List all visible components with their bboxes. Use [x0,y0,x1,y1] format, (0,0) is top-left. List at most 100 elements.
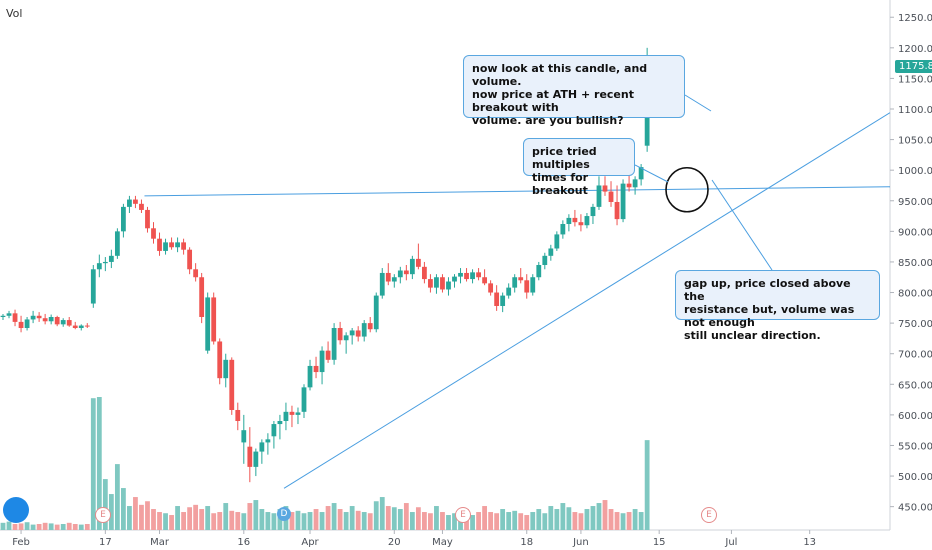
callout-pointer [634,164,669,183]
y-tick-label: 900.00 [898,227,932,238]
candle-body [331,328,337,360]
candle-body [482,277,487,284]
volume-bar [379,497,385,530]
candle-body [66,320,72,326]
volume-bar [223,503,229,530]
volume-bar [253,500,259,530]
volume-bar [620,513,626,530]
volume-bar [578,513,584,530]
y-tick-label: 600.00 [898,411,932,422]
candle-body [385,272,391,282]
y-tick-label: 850.00 [898,258,932,269]
candle-body [108,255,114,262]
earnings-marker-icon[interactable]: E [95,507,111,523]
volume-bar [187,507,193,530]
volume-bar [108,494,114,530]
candle-body [78,325,84,329]
candle-body [506,287,512,296]
volume-bar [24,522,30,530]
x-tick-label: May [432,537,453,548]
y-tick-label: 950.00 [898,197,932,208]
y-tick-label: 450.00 [898,503,932,514]
candle-body [271,424,277,437]
volume-bar [151,509,156,530]
candle-body [620,183,626,220]
x-tick-label: 16 [237,537,250,548]
y-tick-label: 1250.00 [898,13,932,24]
candle-body [355,330,361,337]
x-tick-label: 20 [388,537,401,548]
candle-body [536,265,542,278]
candle-body [187,249,193,270]
candle-body [452,276,457,282]
volume-bar [500,509,506,530]
volume-bar [373,501,379,530]
volume-bar [42,522,48,530]
candle-body [313,365,319,373]
candle-body [530,277,536,293]
volume-bar [241,513,247,530]
volume-bar [632,509,638,530]
candle-body [554,234,560,249]
volume-bar [319,512,325,530]
callout-breakout-candle: now look at this candle, and volume. now… [463,55,685,127]
volume-bar [259,509,265,530]
candle-body [397,270,403,278]
volume-bar [626,512,632,530]
volume-bar [397,509,403,530]
candle-body [458,272,463,277]
volume-bar [78,524,84,530]
volume-bar [48,523,54,530]
candle-body [241,430,247,443]
candle-body [367,323,373,330]
candle-body [211,297,217,342]
dividend-marker-icon[interactable]: D [277,507,291,521]
y-tick-label: 650.00 [898,380,932,391]
candle-body [60,320,66,325]
volume-bar [470,515,475,530]
volume-bar [638,512,644,530]
y-tick-label: 1000.00 [898,166,932,177]
candle-body [566,217,572,225]
candle-body [325,350,331,360]
volume-bar [60,524,66,530]
y-tick-label: 1200.00 [898,44,932,55]
candle-body [217,341,223,379]
last-price-tag: 1175.80 [895,60,932,73]
volume-bar [494,513,500,530]
volume-bar [566,507,572,530]
candle-body [247,446,253,467]
candle-body [295,412,301,415]
candle-body [373,295,379,330]
volume-bar [331,503,337,530]
candle-body [72,325,78,329]
volume-bar [355,510,361,530]
earnings-marker-icon[interactable]: E [701,507,717,523]
x-tick-label: 18 [520,537,533,548]
earnings-marker-icon[interactable]: E [455,507,471,523]
candle-body [602,185,608,192]
volume-bar [488,512,494,530]
volume-bar [199,509,205,530]
volume-bar [602,500,608,530]
y-tick-label: 1100.00 [898,105,932,116]
volume-bar [54,524,60,530]
candle-body [139,203,144,210]
candle-body [626,183,632,188]
volume-bar [608,509,614,530]
candle-body [307,365,313,388]
volume-bar [385,506,391,530]
candle-body [18,321,24,329]
candle-body [90,269,96,304]
candle-body [415,258,421,267]
candle-body [428,279,433,288]
volume-bar [584,509,590,530]
y-tick-label: 1050.00 [898,136,932,147]
candle-body [181,242,186,250]
breakout-circle [665,166,709,213]
candle-body [578,222,584,226]
callout-pointer [684,94,712,112]
tradingview-logo-icon[interactable] [3,497,29,523]
candle-body [133,199,138,204]
